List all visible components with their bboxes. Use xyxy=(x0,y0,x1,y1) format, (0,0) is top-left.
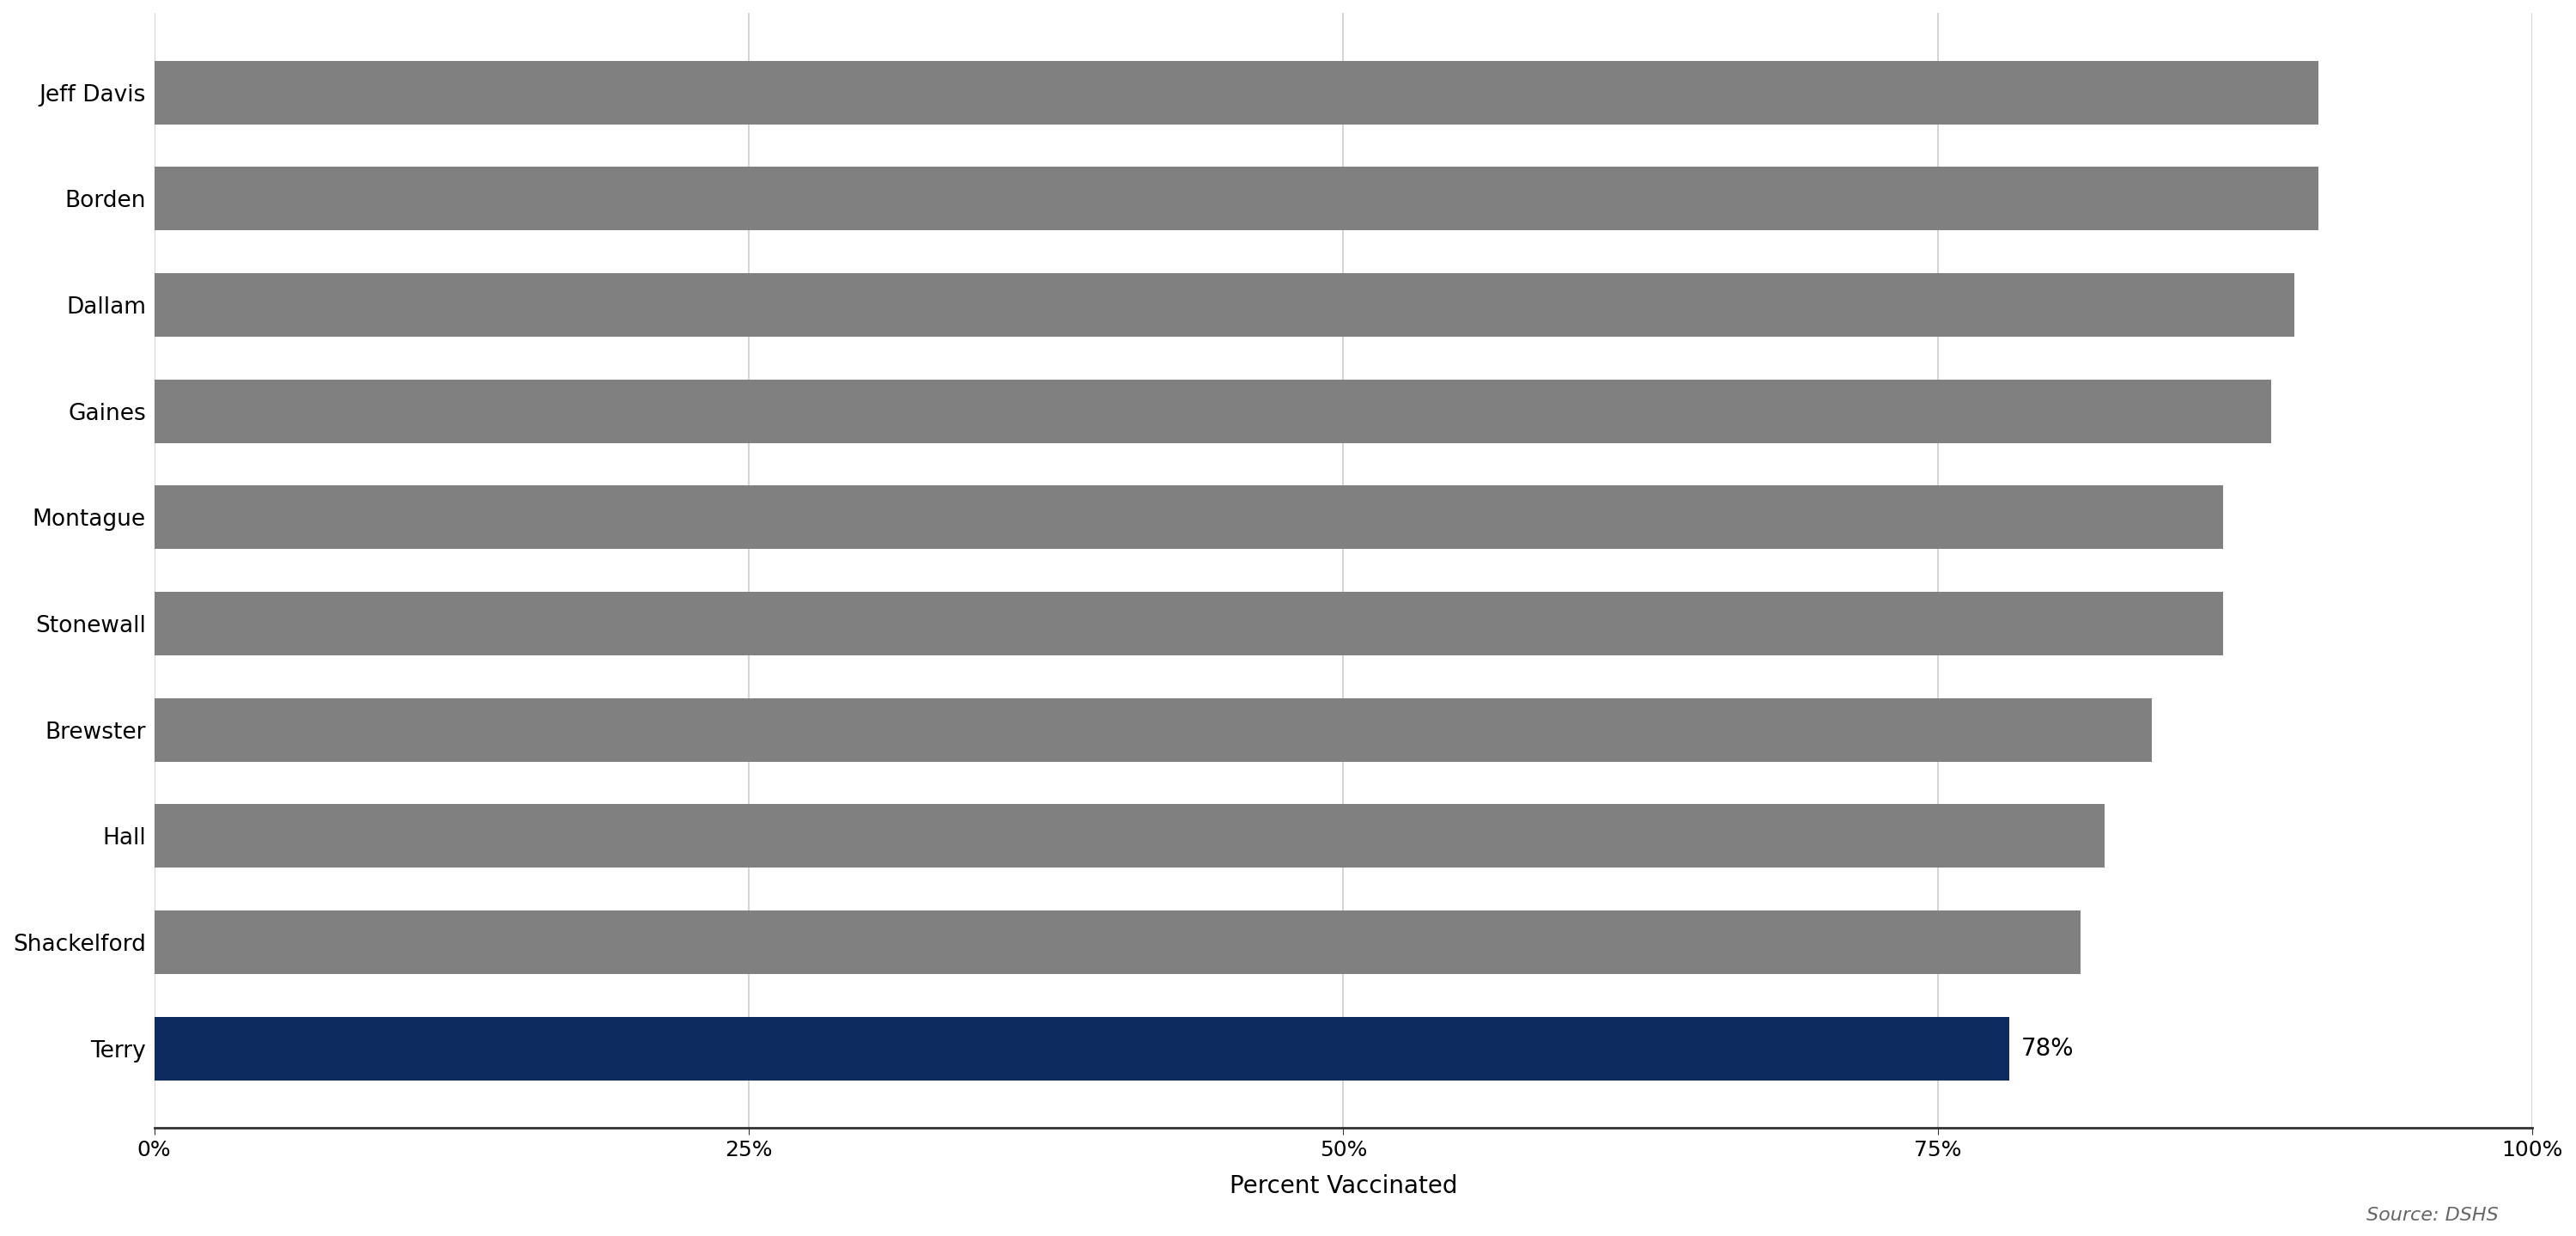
Bar xyxy=(155,911,2081,974)
Bar xyxy=(155,698,2151,761)
Bar xyxy=(155,1016,2009,1080)
Text: 78%: 78% xyxy=(2022,1037,2074,1060)
Bar xyxy=(155,379,2272,442)
Bar xyxy=(155,805,2105,868)
Bar xyxy=(155,273,2295,337)
Bar xyxy=(155,592,2223,655)
Bar xyxy=(155,167,2318,231)
X-axis label: Percent Vaccinated: Percent Vaccinated xyxy=(1229,1174,1458,1199)
Text: Source: DSHS: Source: DSHS xyxy=(2367,1206,2499,1224)
Bar xyxy=(155,61,2318,125)
Bar xyxy=(155,486,2223,549)
